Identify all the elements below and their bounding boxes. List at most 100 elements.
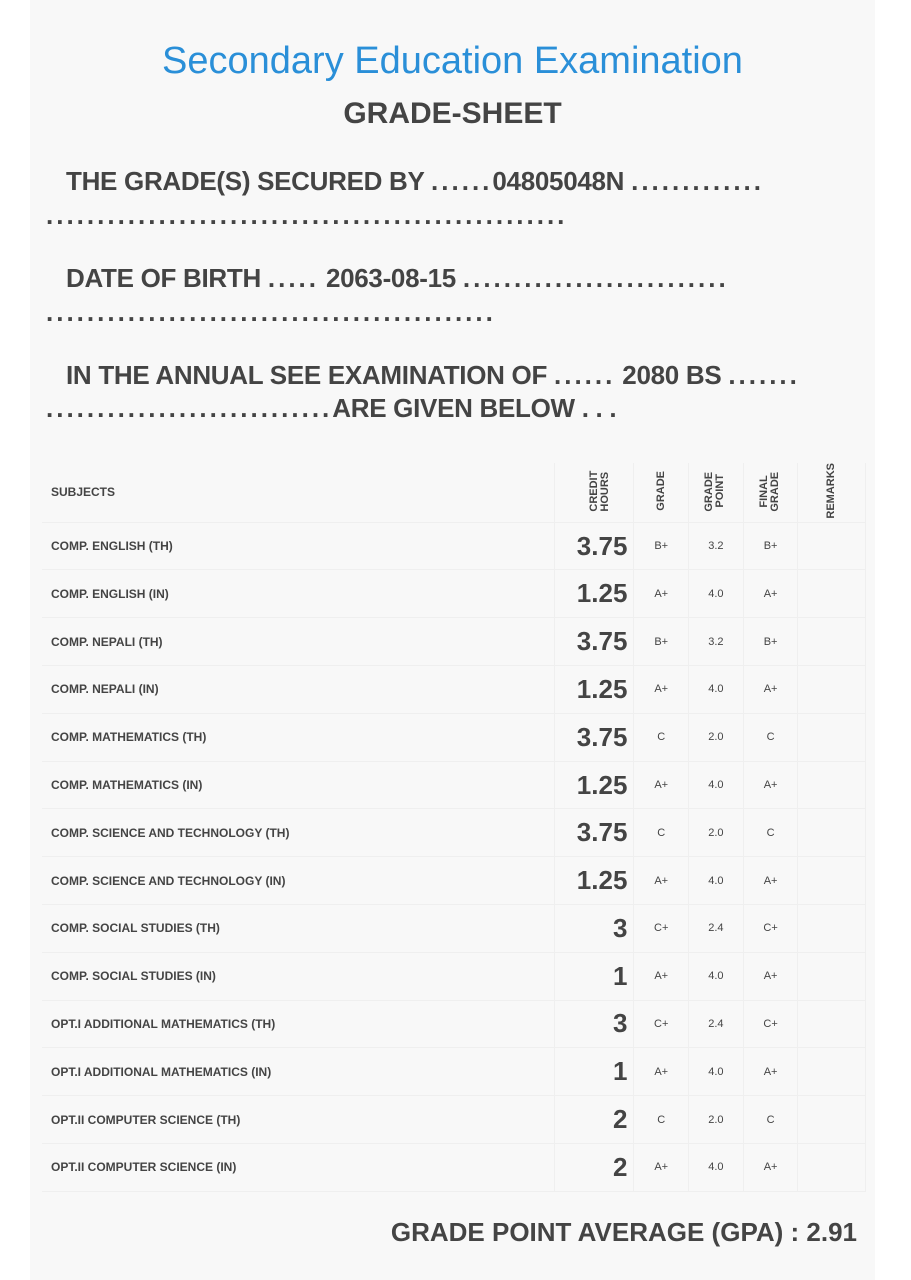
table-row: COMP. SCIENCE AND TECHNOLOGY (TH) 3.75 C 2.… [42, 808, 866, 858]
table-row: OPT.II COMPUTER SCIENCE (TH) 2 C 2.0 C [42, 1095, 866, 1144]
subject-cell: COMP. ENGLISH (IN) [42, 569, 555, 619]
dots: ...... [554, 360, 616, 390]
remarks-cell [797, 761, 866, 810]
credit-hours-cell: 3.75 [554, 808, 635, 858]
remarks-cell [797, 713, 866, 762]
table-row: COMP. NEPALI (IN) 1.25 A+ 4.0 A+ [42, 665, 866, 714]
final-grade-cell: B+ [743, 617, 799, 667]
table-row: OPT.II COMPUTER SCIENCE (IN) 2 A+ 4.0 A+ [42, 1143, 866, 1192]
table-row: COMP. ENGLISH (IN) 1.25 A+ 4.0 A+ [42, 569, 866, 619]
dob-line: DATE OF BIRTH ..... 2063-08-15 .........… [66, 263, 729, 294]
exam-line: IN THE ANNUAL SEE EXAMINATION OF ...... … [66, 360, 800, 391]
grade-cell: C [633, 808, 690, 858]
exam-title: Secondary Education Examination [162, 40, 743, 82]
credit-hours-cell: 2 [554, 1143, 635, 1192]
final-grade-cell: C [743, 808, 799, 858]
remarks-cell [797, 522, 866, 571]
header-remarks: REMARKS [825, 463, 838, 519]
final-grade-cell: A+ [743, 952, 799, 1001]
subject-cell: COMP. NEPALI (IN) [42, 665, 555, 714]
credit-hours-cell: 2 [554, 1095, 635, 1144]
credit-hours-cell: 3 [554, 904, 635, 953]
credit-hours-cell: 1.25 [554, 761, 635, 810]
remarks-cell [797, 665, 866, 714]
credit-hours-cell: 3.75 [554, 617, 635, 667]
table-row: COMP. SCIENCE AND TECHNOLOGY (IN) 1.25 A+ 4… [42, 856, 866, 905]
subject-cell: COMP. SOCIAL STUDIES (TH) [42, 904, 555, 953]
remarks-cell [797, 617, 866, 667]
grade-point-cell: 4.0 [688, 1047, 744, 1097]
dob-label: DATE OF BIRTH [66, 263, 261, 293]
table-header: SUBJECTS CREDIT HOURS GRADE GRADE POINT … [42, 463, 866, 523]
final-grade-cell: C [743, 713, 799, 762]
header-subjects: SUBJECTS [42, 463, 555, 523]
grade-point-cell: 2.4 [688, 1000, 744, 1049]
dots: ........................................… [46, 200, 568, 230]
grade-sheet-card: Secondary Education Examination GRADE-SH… [30, 0, 875, 1280]
symbol-number: 04805048N [492, 166, 625, 196]
remarks-cell [797, 1047, 866, 1097]
grade-point-cell: 4.0 [688, 665, 744, 714]
table-row: COMP. ENGLISH (TH) 3.75 B+ 3.2 B+ [42, 522, 866, 571]
credit-hours-cell: 3.75 [554, 713, 635, 762]
grade-cell: B+ [633, 617, 690, 667]
header-grade-point: GRADE POINT [702, 470, 726, 511]
grade-point-cell: 2.0 [688, 713, 744, 762]
grade-point-cell: 2.0 [688, 808, 744, 858]
grade-cell: C+ [633, 1000, 690, 1049]
grade-cell: A+ [633, 761, 690, 810]
header-grade: GRADE [654, 470, 667, 511]
table-row: COMP. SOCIAL STUDIES (IN) 1 A+ 4.0 A+ [42, 952, 866, 1001]
table-row: OPT.I ADDITIONAL MATHEMATICS (TH) 3 C+ 2.4 C… [42, 1000, 866, 1049]
final-grade-cell: C+ [743, 904, 799, 953]
grade-cell: C [633, 1095, 690, 1144]
subject-cell: COMP. ENGLISH (TH) [42, 522, 555, 571]
grade-cell: A+ [633, 1143, 690, 1192]
remarks-cell [797, 1095, 866, 1144]
grade-sheet-heading: GRADE-SHEET [343, 97, 562, 130]
final-grade-cell: A+ [743, 1143, 799, 1192]
grade-point-cell: 2.0 [688, 1095, 744, 1144]
header-credit-hours: CREDIT HOURS [588, 470, 612, 512]
grade-point-cell: 4.0 [688, 569, 744, 619]
grade-point-cell: 4.0 [688, 856, 744, 905]
grade-cell: A+ [633, 569, 690, 619]
grade-cell: A+ [633, 1047, 690, 1097]
grade-cell: A+ [633, 952, 690, 1001]
grade-point-cell: 4.0 [688, 1143, 744, 1192]
dots: ...... [431, 166, 493, 196]
credit-hours-cell: 3.75 [554, 522, 635, 571]
remarks-cell [797, 904, 866, 953]
final-grade-cell: A+ [743, 1047, 799, 1097]
dots: ............. [631, 166, 765, 196]
grade-point-cell: 3.2 [688, 522, 744, 571]
grade-cell: C+ [633, 904, 690, 953]
grades-table: SUBJECTS CREDIT HOURS GRADE GRADE POINT … [42, 463, 866, 1192]
final-grade-cell: C [743, 1095, 799, 1144]
table-row: COMP. SOCIAL STUDIES (TH) 3 C+ 2.4 C+ [42, 904, 866, 953]
given-below: ARE GIVEN BELOW . . . [332, 393, 617, 423]
dots: ........................................… [46, 297, 496, 327]
credit-hours-cell: 1.25 [554, 856, 635, 905]
final-grade-cell: A+ [743, 569, 799, 619]
gpa-summary: GRADE POINT AVERAGE (GPA) : 2.91 [390, 1217, 857, 1247]
exam-label: IN THE ANNUAL SEE EXAMINATION OF [66, 360, 548, 390]
remarks-cell [797, 856, 866, 905]
final-grade-cell: B+ [743, 522, 799, 571]
dots: ....... [728, 360, 800, 390]
grade-point-cell: 4.0 [688, 761, 744, 810]
credit-hours-cell: 1.25 [554, 665, 635, 714]
remarks-cell [797, 808, 866, 858]
credit-hours-cell: 3 [554, 1000, 635, 1049]
grade-point-cell: 3.2 [688, 617, 744, 667]
remarks-cell [797, 952, 866, 1001]
table-row: OPT.I ADDITIONAL MATHEMATICS (IN) 1 A+ 4.0 A… [42, 1047, 866, 1097]
subject-cell: COMP. SCIENCE AND TECHNOLOGY (TH) [42, 808, 555, 858]
credit-hours-cell: 1 [554, 1047, 635, 1097]
final-grade-cell: A+ [743, 665, 799, 714]
secured-label: THE GRADE(S) SECURED BY [66, 166, 425, 196]
subject-cell: OPT.I ADDITIONAL MATHEMATICS (IN) [42, 1047, 555, 1097]
exam-year: 2080 BS [622, 360, 722, 390]
subject-cell: COMP. SCIENCE AND TECHNOLOGY (IN) [42, 856, 555, 905]
subject-cell: OPT.II COMPUTER SCIENCE (TH) [42, 1095, 555, 1144]
